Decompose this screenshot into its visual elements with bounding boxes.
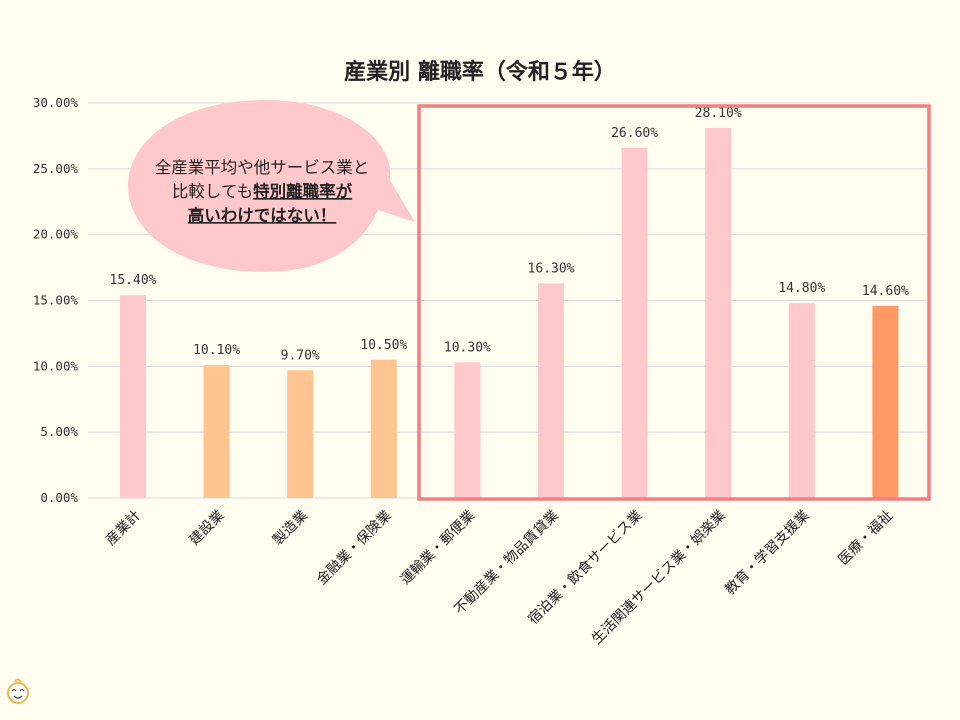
bar [788, 303, 815, 498]
data-label: 14.60% [862, 284, 909, 299]
data-label: 10.10% [193, 343, 240, 358]
data-labels: 15.40% 10.10% 9.70% 10.50% 10.30% 16.30% 26.60… [110, 106, 910, 363]
bar [120, 295, 146, 498]
data-label: 16.30% [528, 261, 575, 276]
callout-bubble: 全産業平均や他サービス業と 比較しても特別離職率が 高いわけではない！ [128, 100, 415, 272]
category-label: 運輸業・郵便業 [398, 508, 479, 589]
y-tick-label: 0.00% [40, 490, 78, 505]
bar [872, 305, 899, 498]
data-label: 10.50% [360, 338, 407, 353]
y-tick-label: 15.00% [33, 293, 79, 308]
category-label: 医療・福祉 [835, 507, 897, 569]
bars [120, 128, 899, 498]
highlight-box [417, 104, 931, 501]
callout-line1: 全産業平均や他サービス業と [155, 158, 370, 177]
category-labels: 産業計 建設業 製造業 金融業・保険業 運輸業・郵便業不動産業・物品賃貸業宿泊業・飲食サ… [103, 507, 896, 648]
category-label: 生活関連サービス業・娯楽業 [589, 508, 729, 648]
callout-line3: 高いわけではない！ [188, 205, 337, 225]
category-label: 教育・学習支援業 [722, 508, 813, 599]
data-label: 10.30% [444, 340, 491, 355]
callout-line2-emph: 特別離職率が [253, 181, 353, 201]
data-label: 9.70% [281, 348, 320, 363]
y-axis-ticks: 0.00% 5.00% 10.00% 15.00% 20.00% 25.00% 30.00% [33, 95, 79, 505]
y-tick-label: 30.00% [33, 95, 79, 110]
data-label: 15.40% [110, 273, 157, 288]
callout-line2-plain: 比較しても [172, 182, 253, 201]
bar [705, 128, 732, 498]
smiling-face-icon [7, 678, 29, 704]
bar [203, 365, 230, 498]
category-label: 金融業・保険業 [314, 508, 395, 589]
y-tick-label: 5.00% [40, 424, 78, 439]
callout-line2: 比較しても特別離職率が [172, 181, 353, 201]
data-label: 14.80% [778, 281, 825, 296]
data-label: 28.10% [695, 106, 742, 121]
bar [287, 370, 314, 498]
category-label: 建設業 [186, 508, 227, 549]
chart-title: 産業別 離職率（令和５年） [344, 59, 616, 85]
bar [538, 283, 564, 498]
category-label: 製造業 [270, 508, 311, 549]
category-label: 産業計 [103, 508, 144, 549]
callout-shape [128, 100, 415, 272]
y-tick-label: 10.00% [33, 358, 79, 373]
y-tick-label: 20.00% [33, 227, 79, 242]
bar [621, 147, 648, 498]
bar [370, 359, 397, 498]
y-tick-label: 25.00% [33, 161, 79, 176]
data-label: 26.60% [611, 126, 658, 141]
bar [454, 362, 481, 498]
